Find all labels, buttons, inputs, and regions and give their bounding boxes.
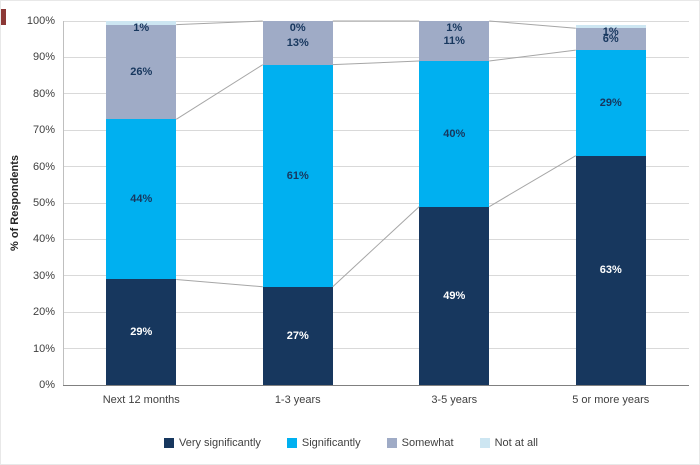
x-axis-label: 3-5 years bbox=[431, 394, 478, 406]
y-tick-label: 20% bbox=[32, 306, 55, 319]
series-connector-line bbox=[488, 155, 577, 208]
data-label: 0% bbox=[289, 22, 306, 34]
accent-mark bbox=[1, 9, 6, 25]
data-label: 29% bbox=[130, 326, 153, 339]
data-label: 61% bbox=[286, 169, 309, 182]
legend-label: Not at all bbox=[494, 437, 539, 449]
data-label: 29% bbox=[599, 96, 622, 109]
y-tick-label: 60% bbox=[32, 160, 55, 173]
x-axis-label: 5 or more years bbox=[572, 394, 650, 406]
data-label: 44% bbox=[130, 193, 153, 206]
x-axis-line bbox=[63, 385, 689, 386]
gridline bbox=[63, 166, 689, 168]
y-tick-label: 100% bbox=[26, 15, 55, 27]
data-label: 40% bbox=[443, 127, 466, 140]
data-label: 13% bbox=[286, 36, 309, 49]
data-label: 49% bbox=[443, 289, 466, 302]
data-label: 26% bbox=[130, 65, 153, 78]
series-connector-line bbox=[175, 64, 264, 120]
legend-swatch bbox=[286, 438, 297, 448]
series-connector-line bbox=[176, 278, 263, 288]
y-tick-label: 50% bbox=[32, 197, 55, 209]
bar-segment bbox=[262, 64, 333, 287]
data-label: 1% bbox=[133, 22, 150, 34]
series-connector-line bbox=[176, 20, 263, 26]
bar-segment bbox=[106, 279, 177, 385]
bar-segment bbox=[575, 24, 646, 29]
y-tick-label: 80% bbox=[32, 87, 55, 100]
bar-segment bbox=[575, 28, 646, 51]
legend-swatch bbox=[479, 438, 490, 448]
x-axis-label: Next 12 months bbox=[102, 394, 180, 406]
legend: Very significantly Significantly Somewhat N… bbox=[1, 433, 699, 453]
y-tick-label: 10% bbox=[32, 342, 55, 355]
data-label: 1% bbox=[602, 25, 619, 38]
gridline bbox=[63, 311, 689, 313]
series-connector-line bbox=[489, 20, 576, 29]
legend-swatch bbox=[386, 438, 397, 448]
data-label: 1% bbox=[446, 22, 463, 34]
y-tick-label: 40% bbox=[32, 233, 55, 246]
bar-segment bbox=[106, 24, 177, 120]
legend-label: Somewhat bbox=[401, 437, 454, 449]
bar-segment bbox=[575, 50, 646, 156]
gridline bbox=[63, 129, 689, 131]
y-tick-label: 70% bbox=[32, 124, 55, 137]
bar-segment bbox=[106, 21, 177, 25]
legend-label: Very significantly bbox=[178, 437, 261, 449]
y-tick-label: 0% bbox=[39, 379, 55, 391]
gridline bbox=[63, 348, 689, 350]
gridline bbox=[63, 202, 689, 204]
legend-item: Not at all bbox=[479, 437, 539, 449]
legend-label: Significantly bbox=[301, 437, 361, 449]
bar-segment bbox=[262, 21, 333, 65]
data-label: 63% bbox=[599, 264, 622, 277]
gridline bbox=[63, 56, 689, 58]
data-label: 27% bbox=[286, 329, 309, 342]
bar-segment bbox=[262, 286, 333, 385]
series-connector-line bbox=[332, 60, 420, 66]
bar-segment bbox=[419, 206, 490, 385]
legend-item: Somewhat bbox=[386, 437, 454, 449]
data-label: 11% bbox=[443, 35, 465, 48]
legend-item: Significantly bbox=[286, 437, 361, 449]
legend-swatch bbox=[163, 438, 174, 448]
data-label: 6% bbox=[602, 33, 619, 46]
y-tick-label: 90% bbox=[32, 51, 55, 64]
gridline bbox=[63, 93, 689, 95]
y-tick-label: 30% bbox=[32, 269, 55, 282]
x-axis-label: 1-3 years bbox=[274, 394, 321, 406]
bar-segment bbox=[575, 155, 646, 385]
bar-segment bbox=[419, 61, 490, 207]
legend-item: Very significantly bbox=[163, 437, 261, 449]
bar-segment bbox=[419, 21, 490, 62]
y-axis-line bbox=[63, 21, 64, 385]
bar-segment bbox=[106, 119, 177, 280]
series-connector-line bbox=[489, 49, 576, 62]
